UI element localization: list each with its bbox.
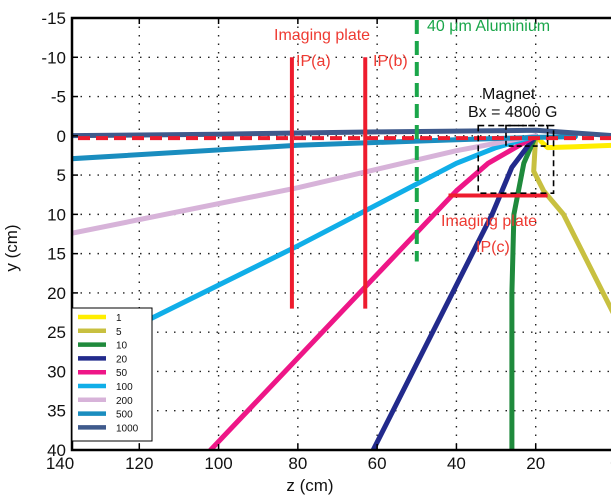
series-line-50: [208, 133, 539, 450]
x-tick-label: 100: [204, 454, 232, 473]
ip-a-label: IP(a): [296, 53, 331, 70]
y-tick-label: 10: [47, 205, 66, 224]
y-tick-label: -10: [41, 48, 66, 67]
magnet-label: Magnet: [482, 86, 536, 103]
y-tick-label: 15: [47, 245, 66, 264]
grid-lines: [72, 18, 611, 450]
x-tick-label: 60: [368, 454, 387, 473]
legend-label-5: 5: [116, 327, 122, 338]
y-tick-label: 5: [57, 166, 66, 185]
legend-label-20: 20: [116, 354, 128, 365]
series-line-200: [72, 133, 539, 236]
magnet-inner-box: [505, 124, 549, 147]
x-tick-label: 140: [46, 454, 74, 473]
plot-frame: [70, 16, 611, 452]
y-tick-label: 40: [47, 441, 66, 460]
series-layer: [72, 127, 611, 450]
y-tick-label: -15: [41, 9, 66, 28]
legend-label-1000: 1000: [116, 423, 139, 434]
x-tick-label: 40: [447, 454, 466, 473]
x-tick-label: 20: [526, 454, 545, 473]
legend-label-10: 10: [116, 341, 128, 352]
y-tick-label: -5: [51, 88, 66, 107]
y-tick-label: 25: [47, 323, 66, 342]
y-axis-title: y (cm): [2, 224, 21, 271]
legend-box: [71, 307, 153, 442]
legend-label-500: 500: [116, 410, 133, 421]
aluminium-label: 40 μm Aluminium: [427, 18, 550, 35]
overlay-layer: [72, 20, 611, 309]
legend: 1 5 10 20 50 100 200 500 1000: [71, 307, 153, 442]
annotations: Imaging plate IP(a) IP(b) 40 μm Aluminiu…: [274, 18, 557, 256]
y-tick-label: 35: [47, 402, 66, 421]
legend-entries: 1 5 10 20 50 100 200 500 1000: [78, 313, 139, 434]
imaging-plate-c-label: Imaging plate: [441, 213, 537, 230]
ip-c-label: IP(c): [476, 239, 510, 256]
series-line-100: [72, 133, 539, 361]
magnet-field-label: Bx = 4800 G: [468, 104, 557, 121]
series-line-1000: [72, 127, 611, 139]
y-tick-label: 30: [47, 362, 66, 381]
y-tick-label: 0: [57, 127, 66, 146]
x-tick-label: 80: [288, 454, 307, 473]
x-axis-title: z (cm): [286, 476, 333, 495]
legend-label-50: 50: [116, 368, 128, 379]
legend-label-200: 200: [116, 396, 133, 407]
series-line-20: [370, 133, 539, 450]
imaging-plate-a-label: Imaging plate: [274, 27, 370, 44]
magnet-box: [477, 124, 555, 194]
series-line-10: [509, 133, 539, 450]
series-line-5: [531, 133, 611, 315]
x-tick-label: 120: [125, 454, 153, 473]
ip-b-label: IP(b): [373, 53, 408, 70]
legend-label-100: 100: [116, 382, 133, 393]
y-tick-label: 20: [47, 284, 66, 303]
legend-label-1: 1: [116, 313, 122, 324]
